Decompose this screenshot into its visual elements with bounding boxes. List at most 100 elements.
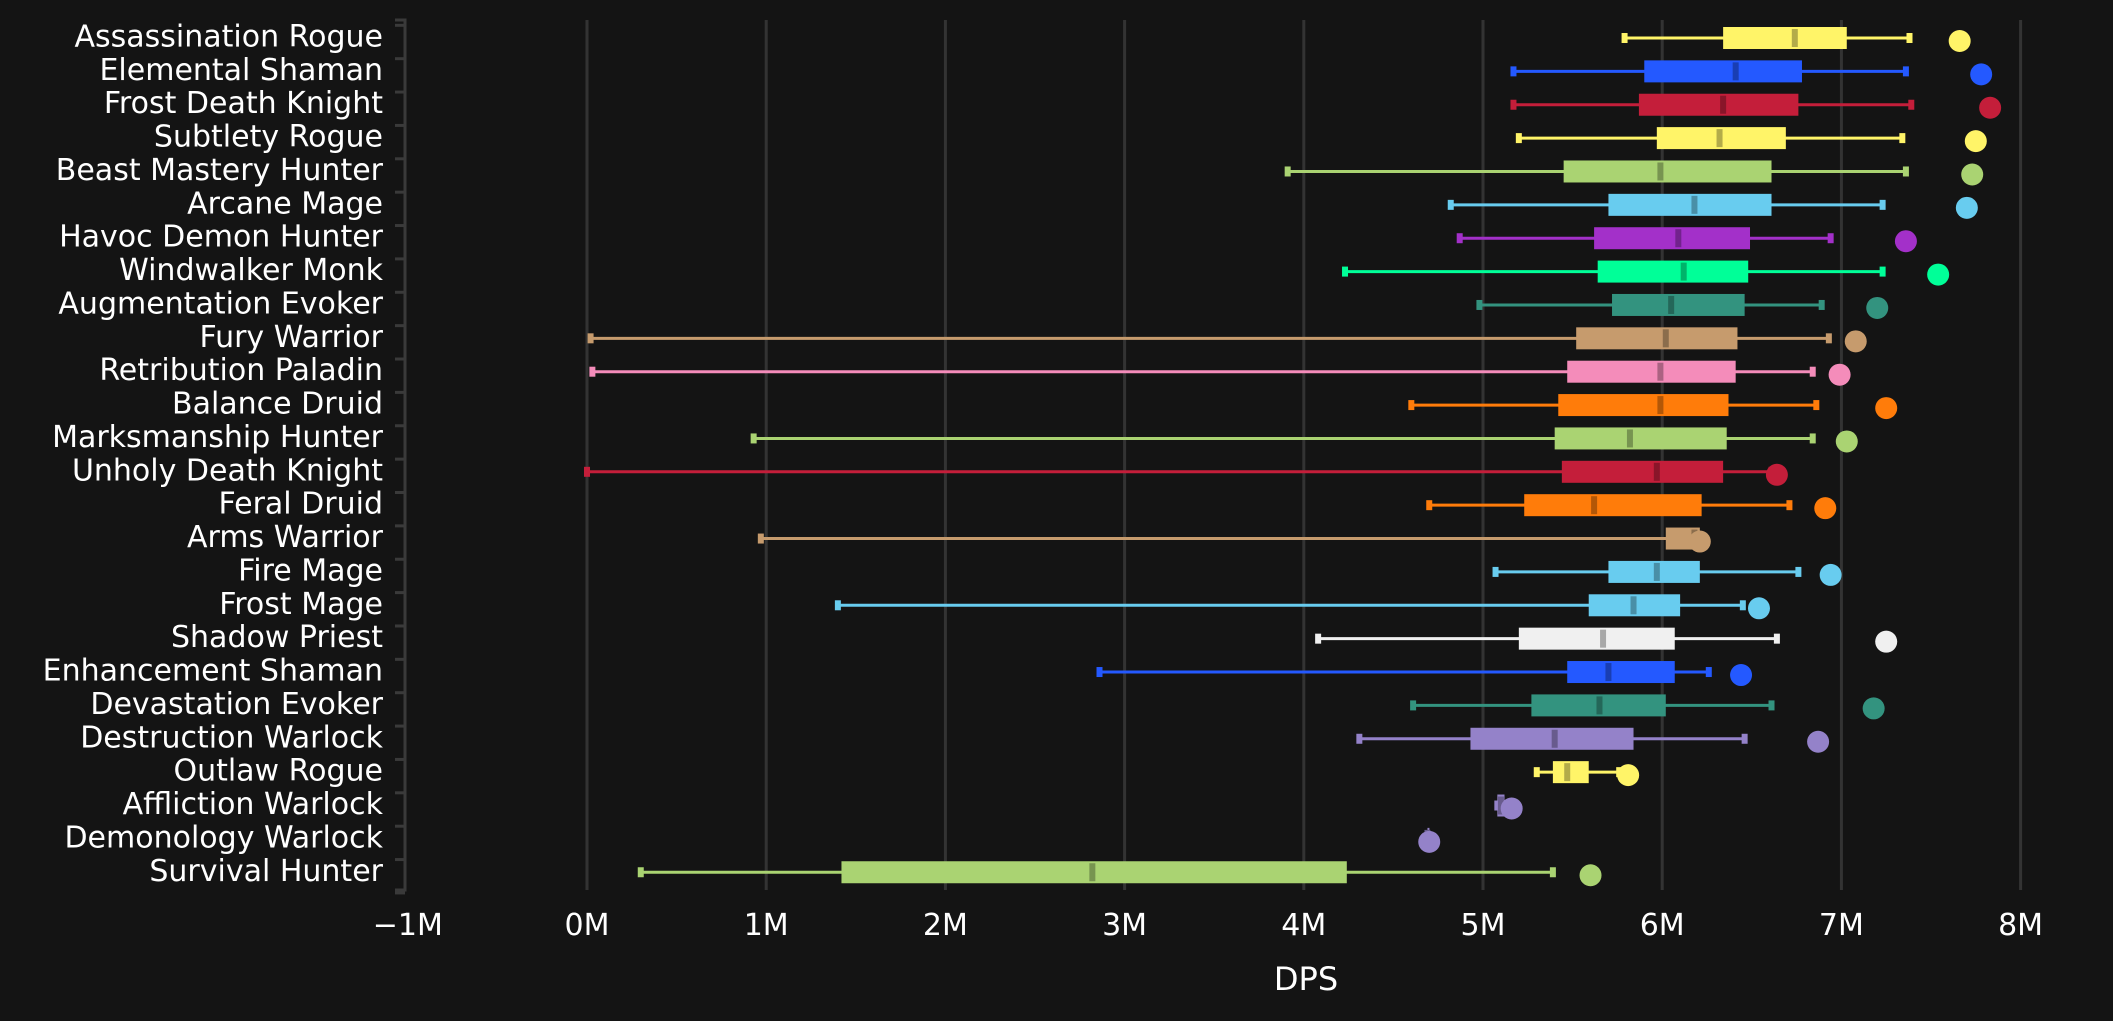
box-row bbox=[1284, 160, 1984, 186]
max-point bbox=[1418, 830, 1441, 853]
box-row bbox=[1410, 694, 1885, 720]
box-row bbox=[584, 460, 1788, 486]
whisker-cap-low bbox=[1533, 767, 1540, 778]
median-marker bbox=[1791, 29, 1798, 47]
whisker-cap-high bbox=[1809, 366, 1816, 377]
box-row bbox=[1315, 627, 1898, 653]
y-axis-line bbox=[395, 18, 407, 892]
x-tick-label: −1M bbox=[373, 908, 443, 943]
y-tick-label: Fire Mage bbox=[238, 553, 383, 588]
x-tick-label: 3M bbox=[1102, 908, 1147, 943]
whisker-cap-low bbox=[637, 867, 644, 878]
x-tick-label: 0M bbox=[565, 908, 610, 943]
whisker-cap-high bbox=[1906, 33, 1913, 43]
whisker-cap-high bbox=[1879, 199, 1886, 210]
y-tick-label: Augmentation Evoker bbox=[58, 286, 383, 321]
whisker-cap-high bbox=[1768, 700, 1775, 711]
y-tick-label: Arcane Mage bbox=[187, 186, 383, 221]
y-tick-label: Fury Warrior bbox=[199, 320, 383, 355]
median-marker bbox=[1564, 763, 1571, 782]
median-marker bbox=[1732, 62, 1739, 81]
iqr-box bbox=[1597, 260, 1749, 283]
y-tick-label: Demonology Warlock bbox=[64, 820, 383, 855]
y-tick-label: Outlaw Rogue bbox=[173, 754, 383, 789]
y-tick-label: Beast Mastery Hunter bbox=[56, 153, 384, 188]
y-axis bbox=[395, 18, 407, 895]
box-row bbox=[637, 861, 1602, 887]
median-marker bbox=[1657, 162, 1664, 181]
iqr-box bbox=[1594, 227, 1751, 250]
iqr-box bbox=[1554, 427, 1727, 450]
median-marker bbox=[1653, 462, 1660, 481]
iqr-box bbox=[1576, 327, 1738, 350]
box-row bbox=[1408, 394, 1898, 420]
whisker-cap-high bbox=[1549, 867, 1556, 878]
y-tick-label: Affliction Warlock bbox=[123, 787, 384, 822]
box-row bbox=[1342, 260, 1950, 286]
median-marker bbox=[1691, 195, 1698, 214]
whisker-cap-low bbox=[750, 433, 757, 444]
median-marker bbox=[1600, 629, 1607, 648]
box-row bbox=[587, 327, 1867, 353]
box-row bbox=[1492, 560, 1842, 586]
boxes bbox=[584, 27, 2002, 887]
gridlines bbox=[585, 20, 2023, 890]
max-point bbox=[1617, 764, 1640, 787]
whisker-cap-high bbox=[1902, 166, 1909, 177]
whisker-cap-low bbox=[1510, 99, 1517, 110]
max-point bbox=[1979, 96, 2002, 119]
whisker-cap-low bbox=[1426, 500, 1433, 511]
box-row bbox=[834, 594, 1770, 620]
max-point bbox=[1955, 196, 1978, 219]
whisker-cap-low bbox=[584, 466, 590, 477]
median-marker bbox=[1497, 796, 1504, 815]
x-tick-label: 6M bbox=[1640, 908, 1685, 943]
max-point bbox=[1970, 63, 1993, 86]
iqr-box bbox=[1644, 60, 1802, 83]
box-row bbox=[589, 360, 1851, 386]
y-tick-label: Shadow Priest bbox=[171, 620, 383, 655]
y-tick-label: Arms Warrior bbox=[187, 520, 384, 555]
median-marker bbox=[1591, 496, 1598, 515]
iqr-box bbox=[1552, 761, 1589, 784]
whisker-cap-high bbox=[1786, 500, 1793, 511]
y-tick-label: Enhancement Shaman bbox=[43, 654, 383, 689]
x-tick-label: 7M bbox=[1819, 908, 1864, 943]
whisker-cap-low bbox=[834, 600, 841, 611]
y-tick-label: Havoc Demon Hunter bbox=[59, 220, 384, 255]
whisker-cap-high bbox=[1773, 633, 1780, 644]
max-point bbox=[1730, 664, 1753, 687]
median-marker bbox=[1668, 295, 1675, 314]
iqr-box bbox=[1563, 160, 1772, 183]
box-row bbox=[1510, 93, 2002, 119]
x-tick-label: 2M bbox=[923, 908, 968, 943]
y-tick-label: Subtlety Rogue bbox=[154, 120, 383, 155]
y-tick-label: Destruction Warlock bbox=[80, 720, 383, 755]
whisker-cap-low bbox=[589, 366, 596, 377]
max-point bbox=[1948, 30, 1971, 52]
max-point bbox=[1807, 730, 1830, 753]
max-point bbox=[1835, 430, 1858, 453]
max-point bbox=[1747, 597, 1770, 620]
median-marker bbox=[1596, 696, 1603, 715]
whisker-cap-low bbox=[1456, 233, 1463, 244]
iqr-box bbox=[1561, 460, 1724, 483]
max-point bbox=[1579, 864, 1602, 887]
iqr-box bbox=[1608, 193, 1772, 216]
box-row bbox=[757, 527, 1711, 553]
median-marker bbox=[1720, 95, 1727, 114]
iqr-box bbox=[1524, 494, 1702, 517]
max-point bbox=[1500, 797, 1523, 820]
max-point bbox=[1866, 296, 1889, 319]
y-tick-label: Assassination Rogue bbox=[74, 20, 383, 55]
box-row bbox=[1621, 27, 1971, 52]
max-point bbox=[1819, 563, 1842, 586]
whisker-cap-low bbox=[1408, 400, 1415, 411]
whisker-cap-low bbox=[1447, 199, 1454, 210]
box-row bbox=[1515, 127, 1987, 153]
y-tick-label: Unholy Death Knight bbox=[72, 453, 383, 488]
median-marker bbox=[1662, 329, 1669, 348]
x-tick-label: 5M bbox=[1461, 908, 1506, 943]
iqr-box bbox=[1567, 360, 1736, 383]
whisker-cap-low bbox=[1315, 633, 1322, 644]
